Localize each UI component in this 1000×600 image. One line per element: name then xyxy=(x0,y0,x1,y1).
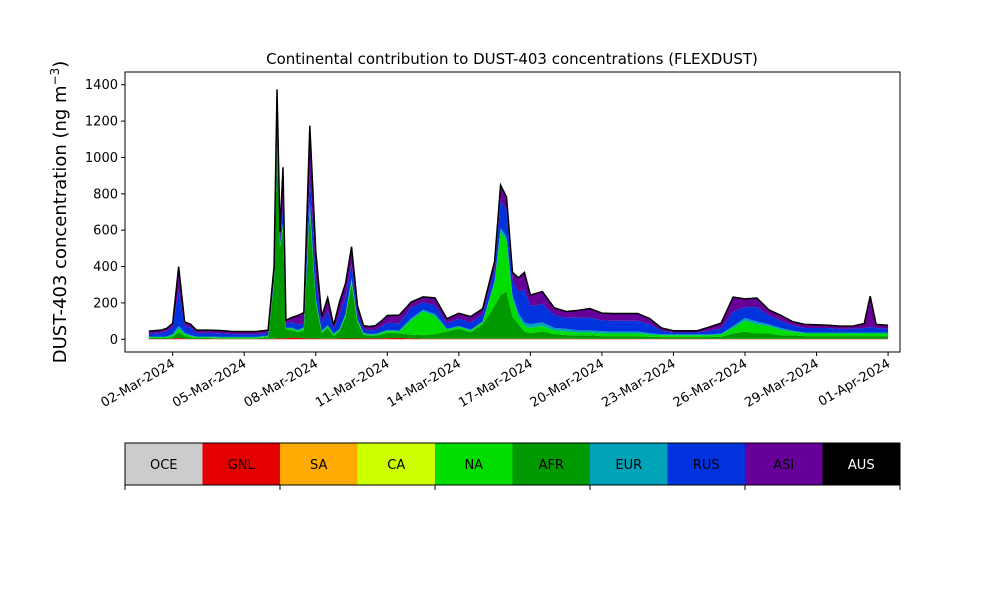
y-axis-label-superscript: −3 xyxy=(48,68,62,86)
legend-label-eur: EUR xyxy=(615,458,642,473)
y-axis-label-close: ) xyxy=(50,61,71,68)
legend-swatch-gnl xyxy=(202,443,280,485)
legend-swatch-eur xyxy=(590,443,668,485)
region-legend-colorbar: OCE GNL SA CA NA AFR EUR RUS ASI AUS xyxy=(124,442,901,490)
plot-area xyxy=(148,89,889,340)
legend-swatch-afr xyxy=(512,443,590,485)
legend-label-na: NA xyxy=(464,458,483,473)
y-tick-label: 200 xyxy=(93,296,118,311)
chart-title: Continental contribution to DUST-403 con… xyxy=(266,50,758,68)
legend-label-afr: AFR xyxy=(539,458,564,473)
y-tick-label: 400 xyxy=(93,260,118,275)
y-tick-label: 1000 xyxy=(85,151,118,166)
legend-swatch-rus xyxy=(667,443,745,485)
legend-label-gnl: GNL xyxy=(228,458,256,473)
y-tick-label: 800 xyxy=(93,187,118,202)
total-outline-line xyxy=(148,89,889,333)
legend-label-asi: ASI xyxy=(773,458,794,473)
y-tick-label: 600 xyxy=(93,224,118,239)
legend-swatch-aus xyxy=(822,443,900,485)
y-axis-ticks: 0 200 400 600 800 1000 1200 1400 xyxy=(85,78,125,348)
area-asi xyxy=(148,89,889,335)
y-axis-label: DUST-403 concentration (ng m−3) xyxy=(48,61,71,364)
legend-frame xyxy=(124,442,901,486)
legend-swatch-ca xyxy=(357,443,435,485)
legend-label-sa: SA xyxy=(310,458,327,473)
legend-label-rus: RUS xyxy=(693,458,720,473)
plot-frame xyxy=(124,71,901,353)
legend-swatch-na xyxy=(435,443,513,485)
legend-label-aus: AUS xyxy=(848,458,875,473)
y-axis-label-main: DUST-403 concentration (ng m xyxy=(50,85,71,363)
y-tick-label: 1200 xyxy=(85,115,118,130)
stacked-areas xyxy=(148,89,889,340)
y-tick-label: 1400 xyxy=(85,78,118,93)
area-rus xyxy=(148,125,889,337)
legend-label-ca: CA xyxy=(387,458,405,473)
legend-swatch-asi xyxy=(745,443,823,485)
legend-swatch-oce xyxy=(125,443,203,485)
area-gnl xyxy=(148,337,889,340)
y-tick-label: 0 xyxy=(110,333,118,348)
legend-label-oce: OCE xyxy=(150,458,178,473)
legend-swatch-sa xyxy=(280,443,358,485)
